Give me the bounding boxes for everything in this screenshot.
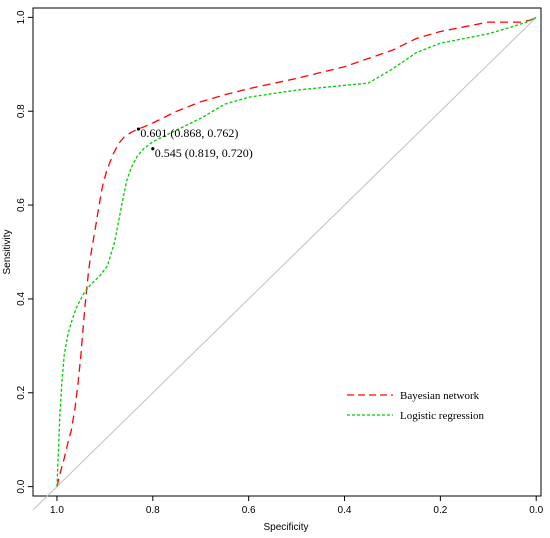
x-tick-label: 0.4 [338, 505, 352, 516]
legend-label-logistic-regression: Logistic regression [400, 410, 485, 422]
roc-curves-layer [56, 16, 537, 487]
cutoff-point-1 [151, 147, 155, 151]
reference-diagonal-layer [32, 17, 537, 511]
y-tick-label: 0.0 [16, 479, 27, 493]
series-line-logistic-regression [56, 16, 537, 487]
y-tick-label: 0.6 [16, 198, 27, 212]
x-tick-label: 0.8 [146, 505, 160, 516]
x-axis: 1.0 0.8 0.6 0.4 0.2 0.0 [50, 495, 544, 516]
y-tick-label: 0.8 [16, 104, 27, 118]
y-axis-title: Sensitivity [2, 229, 13, 274]
reference-diagonal-line [32, 17, 537, 511]
cutoff-label-1: 0.545 (0.819, 0.720) [155, 146, 253, 160]
y-tick-label: 0.2 [16, 385, 27, 399]
y-tick-label: 0.4 [16, 292, 27, 306]
x-tick-label: 0.2 [433, 505, 447, 516]
y-axis: 0.0 0.2 0.4 0.6 0.8 1.0 [16, 10, 33, 494]
x-axis-title: Specificity [263, 522, 308, 533]
annotations-layer: 0.601 (0.868, 0.762) 0.545 (0.819, 0.720) [136, 126, 253, 160]
cutoff-point-0 [136, 127, 141, 131]
legend-label-bayesian-network: Bayesian network [400, 390, 480, 402]
x-tick-label: 0.6 [242, 505, 256, 516]
x-tick-label: 0.0 [529, 505, 543, 516]
series-line-bayesian-network [56, 16, 537, 487]
cutoff-label-0: 0.601 (0.868, 0.762) [140, 126, 238, 140]
y-tick-label: 1.0 [16, 10, 27, 24]
plot-frame [32, 7, 542, 497]
legend: Bayesian network Logistic regression [347, 390, 485, 422]
x-tick-label: 1.0 [50, 505, 64, 516]
